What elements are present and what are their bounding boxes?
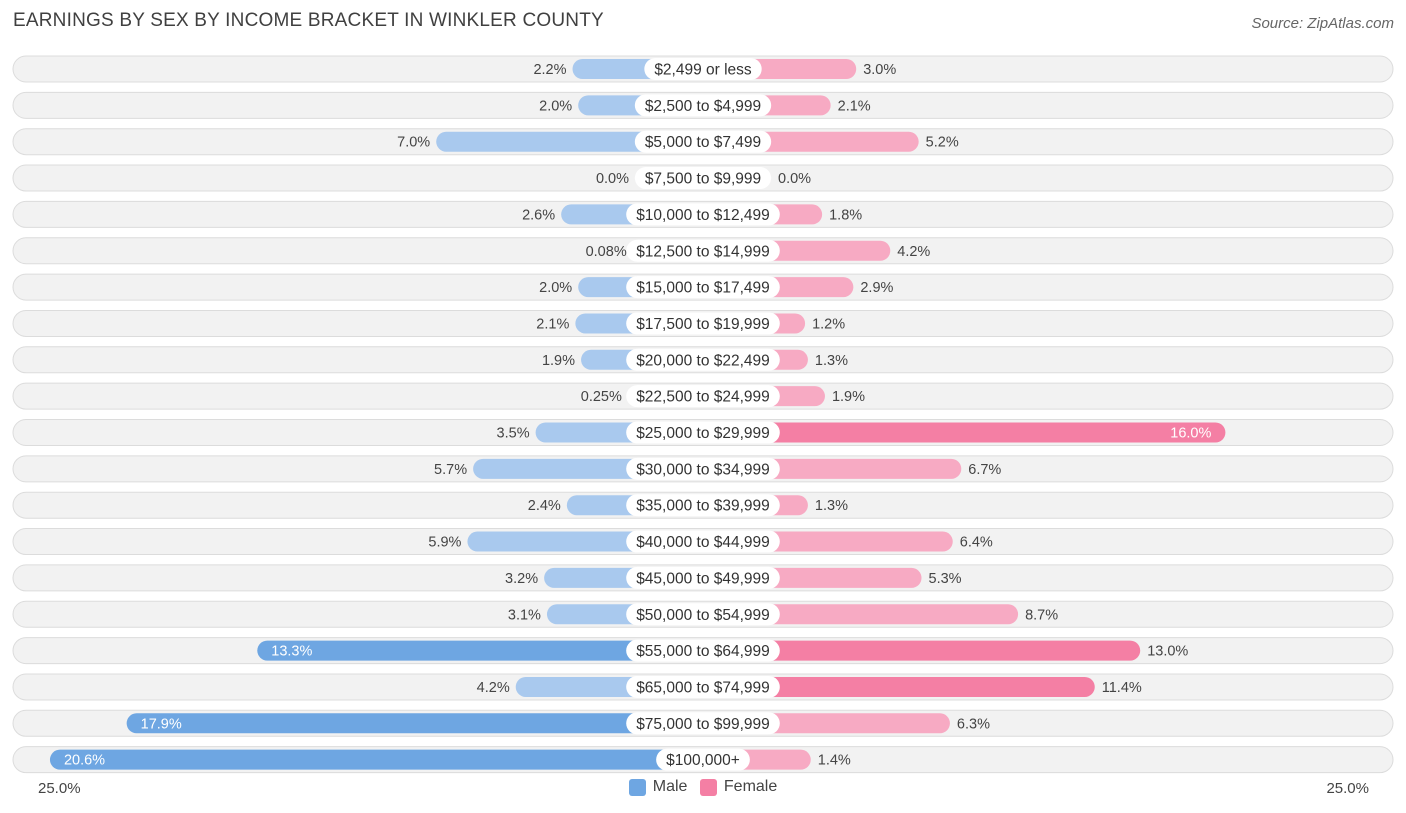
male-value-label: 0.08% <box>586 244 627 260</box>
category-label: $5,000 to $7,499 <box>645 134 761 151</box>
female-value-label: 6.3% <box>957 716 990 732</box>
male-value-label: 5.9% <box>428 535 461 551</box>
male-value-label: 2.4% <box>528 498 561 514</box>
legend-label-male: Male <box>652 778 688 795</box>
category-label-pill <box>626 276 780 299</box>
category-label-pill <box>626 530 780 553</box>
category-label: $15,000 to $17,499 <box>636 280 770 297</box>
male-bar <box>257 640 703 661</box>
male-value-label: 2.0% <box>539 98 572 114</box>
category-label-pill <box>626 203 780 226</box>
male-value-label: 7.0% <box>397 135 430 151</box>
category-label-pill <box>626 421 780 444</box>
male-value-label: 1.9% <box>542 353 575 369</box>
category-label: $35,000 to $39,999 <box>636 498 770 515</box>
category-label: $25,000 to $29,999 <box>636 425 770 442</box>
category-label-pill <box>626 639 780 662</box>
male-value-label: 0.25% <box>581 389 622 405</box>
category-label: $45,000 to $49,999 <box>636 570 770 587</box>
male-value-label: 2.1% <box>536 316 569 332</box>
category-label: $40,000 to $44,999 <box>636 534 770 551</box>
chart-title: EARNINGS BY SEX BY INCOME BRACKET IN WIN… <box>13 10 604 31</box>
category-label-pill <box>626 457 780 480</box>
female-value-label: 6.4% <box>960 535 993 551</box>
male-value-label: 2.0% <box>539 280 572 296</box>
female-value-label: 1.3% <box>815 353 848 369</box>
category-label-pill <box>634 130 772 153</box>
category-label-pill <box>626 312 780 335</box>
male-value-label: 3.2% <box>505 571 538 587</box>
male-value-label: 4.2% <box>477 680 510 696</box>
male-value-label: 20.6% <box>64 753 105 769</box>
category-label: $50,000 to $54,999 <box>636 607 770 624</box>
category-label-pill <box>634 94 772 117</box>
female-value-label: 5.2% <box>926 135 959 151</box>
category-label: $7,500 to $9,999 <box>645 171 761 188</box>
category-label: $100,000+ <box>666 752 740 769</box>
category-label-pill <box>626 712 780 735</box>
female-value-label: 3.0% <box>863 62 896 78</box>
female-bar <box>703 604 1019 625</box>
category-label: $12,500 to $14,999 <box>636 243 770 260</box>
category-label-pill <box>626 239 780 262</box>
axis-label-left: 25.0% <box>38 780 81 797</box>
category-label-pill <box>626 348 780 371</box>
category-label-pill <box>626 603 780 626</box>
legend-label-female: Female <box>723 778 778 795</box>
female-value-label: 13.0% <box>1147 644 1188 660</box>
male-value-label: 5.7% <box>434 462 467 478</box>
legend: Male Female <box>0 778 1406 801</box>
male-bar <box>49 749 703 770</box>
legend-swatch-female <box>699 778 717 796</box>
male-value-label: 17.9% <box>141 716 182 732</box>
category-label: $17,500 to $19,999 <box>636 316 770 333</box>
female-value-label: 1.4% <box>818 753 851 769</box>
category-label-pill <box>626 675 780 698</box>
male-bar <box>126 713 703 734</box>
category-label: $65,000 to $74,999 <box>636 679 770 696</box>
female-value-label: 1.8% <box>829 207 862 223</box>
female-bar <box>703 676 1095 697</box>
category-label-pill <box>656 748 750 771</box>
category-label: $10,000 to $12,499 <box>636 207 770 224</box>
category-label: $30,000 to $34,999 <box>636 461 770 478</box>
male-value-label: 3.1% <box>508 607 541 623</box>
category-label: $22,500 to $24,999 <box>636 389 770 406</box>
category-label: $2,500 to $4,999 <box>645 98 761 115</box>
female-bar <box>703 422 1226 443</box>
female-value-label: 2.1% <box>838 98 871 114</box>
female-value-label: 11.4% <box>1102 680 1142 696</box>
female-value-label: 8.7% <box>1025 607 1058 623</box>
male-value-label: 13.3% <box>271 644 312 660</box>
category-label: $75,000 to $99,999 <box>636 716 770 733</box>
category-label-pill <box>644 58 762 80</box>
legend-item-female[interactable]: Female <box>699 778 778 796</box>
female-value-label: 4.2% <box>897 244 930 260</box>
male-value-label: 0.0% <box>596 171 629 187</box>
female-value-label: 1.9% <box>832 389 865 405</box>
category-label-pill <box>626 494 780 517</box>
category-label: $20,000 to $22,499 <box>636 352 770 369</box>
male-value-label: 2.6% <box>522 207 555 223</box>
legend-item-male[interactable]: Male <box>628 778 688 796</box>
axis-label-right: 25.0% <box>1326 780 1369 797</box>
male-value-label: 3.5% <box>497 426 530 442</box>
female-value-label: 1.2% <box>812 316 845 332</box>
category-label-pill <box>626 385 780 408</box>
chart-source: Source: ZipAtlas.com <box>1251 15 1394 32</box>
female-bar <box>703 640 1141 661</box>
female-value-label: 0.0% <box>778 171 811 187</box>
male-value-label: 2.2% <box>533 62 566 78</box>
category-label-pill <box>634 167 772 190</box>
female-value-label: 1.3% <box>815 498 848 514</box>
female-value-label: 16.0% <box>1170 426 1211 442</box>
female-value-label: 2.9% <box>860 280 893 296</box>
category-label: $2,499 or less <box>654 62 752 79</box>
category-label: $55,000 to $64,999 <box>636 643 770 660</box>
female-value-label: 5.3% <box>929 571 962 587</box>
female-value-label: 6.7% <box>968 462 1001 478</box>
legend-swatch-male <box>628 778 646 796</box>
category-label-pill <box>626 566 780 589</box>
